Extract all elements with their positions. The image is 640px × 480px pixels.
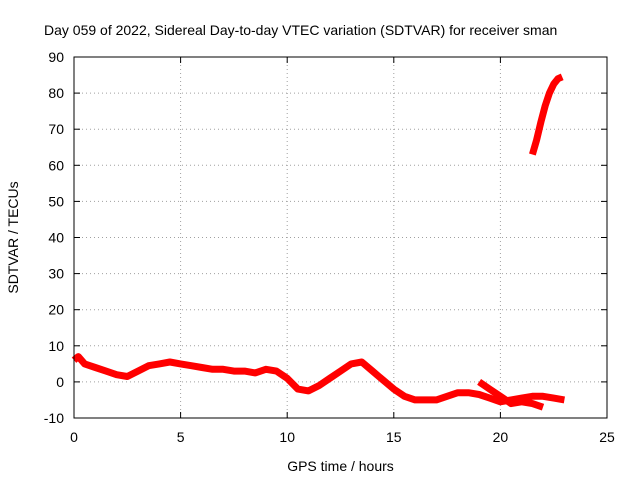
data-series <box>71 73 565 411</box>
tick-labels: 0 5 10 15 20 25 -10 0 10 20 30 40 50 60 70 80 90 <box>44 49 615 445</box>
y-tick-label: 40 <box>48 230 64 246</box>
series-line-2 <box>477 379 545 411</box>
y-tick-label: 90 <box>48 49 64 65</box>
y-tick-label: 30 <box>48 266 64 282</box>
y-tick-label: 0 <box>56 374 64 390</box>
plot-frame <box>73 56 608 419</box>
y-axis-title: SDTVAR / TECUs <box>5 181 21 293</box>
y-tick-label: 10 <box>48 338 64 354</box>
series-line-1 <box>71 353 565 406</box>
y-tick-label: 20 <box>48 302 64 318</box>
y-tick-label: 60 <box>48 157 64 173</box>
chart-title: Day 059 of 2022, Sidereal Day-to-day VTE… <box>44 22 557 38</box>
x-tick-label: 10 <box>279 429 295 445</box>
y-tick-label: 70 <box>48 121 64 137</box>
x-tick-label: 25 <box>599 429 615 445</box>
x-tick-label: 20 <box>493 429 509 445</box>
x-tick-label: 5 <box>177 429 185 445</box>
y-tick-label: -10 <box>44 410 64 426</box>
x-tick-label: 0 <box>70 429 78 445</box>
series-line-3 <box>529 73 564 156</box>
y-tick-label: 50 <box>48 193 64 209</box>
x-axis-title: GPS time / hours <box>287 458 394 474</box>
x-tick-label: 15 <box>386 429 402 445</box>
grid <box>74 57 607 418</box>
y-tick-label: 80 <box>48 85 64 101</box>
